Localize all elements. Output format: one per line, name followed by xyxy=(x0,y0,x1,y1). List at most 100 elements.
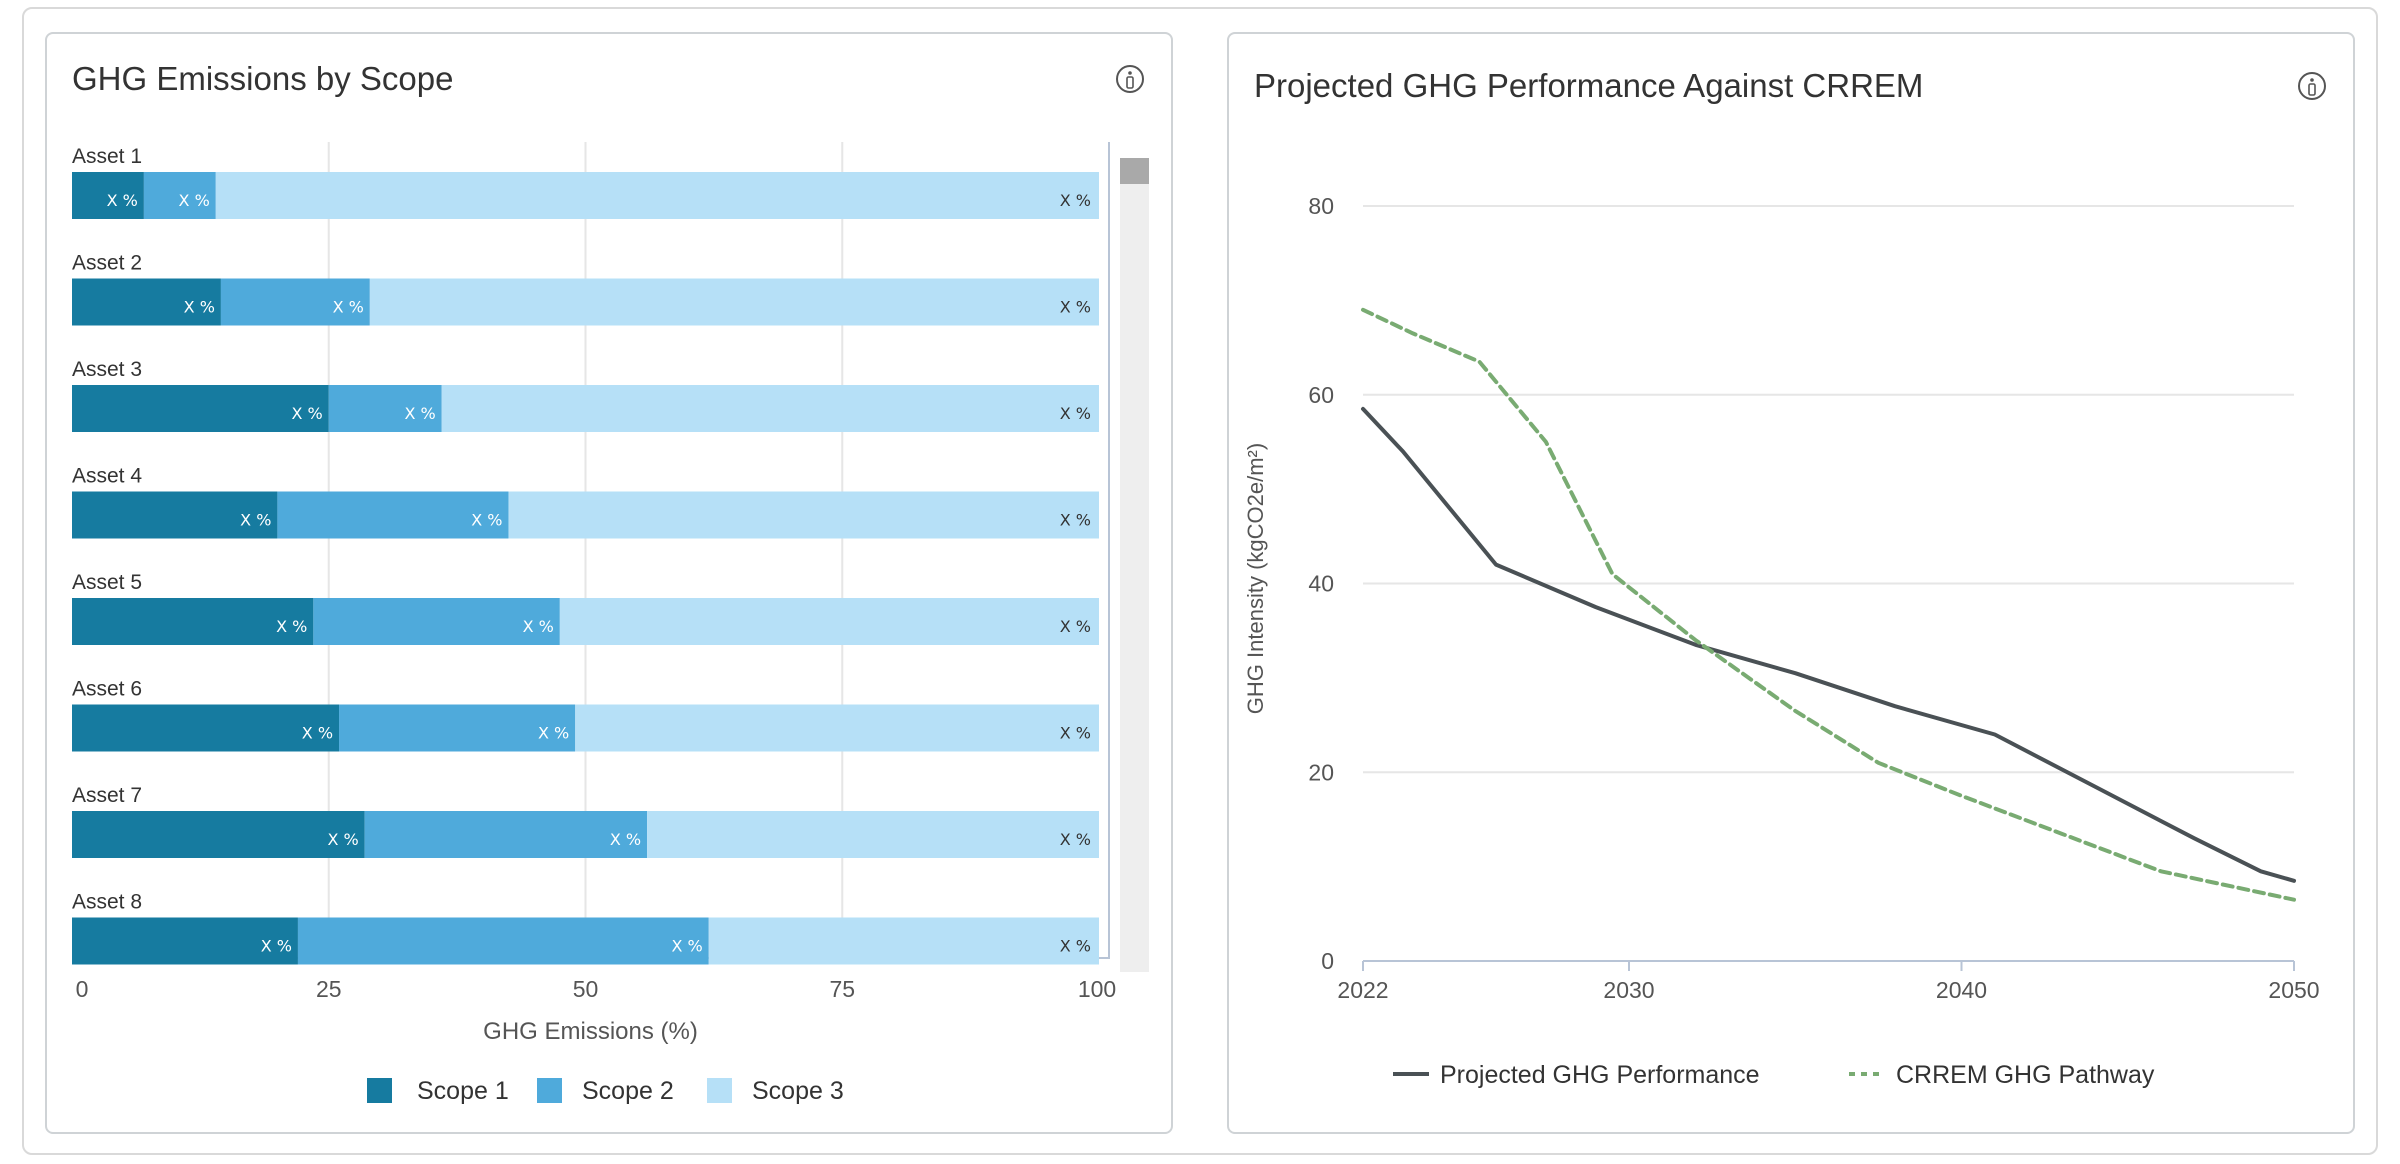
crrem-projection-card: Projected GHG Performance Against CRREM 0… xyxy=(1227,32,2355,1134)
y-tick-label: 80 xyxy=(1308,193,1334,219)
bar-segment-scope-2[interactable] xyxy=(313,598,560,645)
bar-data-label: X % xyxy=(327,830,358,849)
x-tick-label: 25 xyxy=(316,976,342,1002)
bar-segment-scope-3[interactable] xyxy=(559,598,1099,645)
asset-label: Asset 4 xyxy=(72,465,142,488)
x-tick-label: 2022 xyxy=(1337,977,1388,1003)
bar-data-label: X % xyxy=(404,404,435,423)
legend-item[interactable]: Scope 2 xyxy=(537,1077,674,1105)
bar-data-label: X % xyxy=(523,617,554,636)
asset-label: Asset 8 xyxy=(72,891,142,914)
bar-segment-scope-1[interactable] xyxy=(72,917,298,965)
y-tick-label: 0 xyxy=(1321,948,1334,974)
scrollbar-thumb[interactable] xyxy=(1120,158,1149,184)
legend-label[interactable]: Scope 3 xyxy=(752,1077,844,1105)
x-axis-title: GHG Emissions (%) xyxy=(483,1018,698,1045)
legend-item[interactable]: CRREM GHG Pathway xyxy=(1849,1061,2155,1089)
bar-segment-scope-1[interactable] xyxy=(72,385,329,432)
bar-data-label: X % xyxy=(610,830,641,849)
x-tick-label: 50 xyxy=(573,976,599,1002)
bar-segment-scope-3[interactable] xyxy=(575,704,1099,752)
bar-segment-scope-2[interactable] xyxy=(143,172,216,219)
legend-swatch[interactable] xyxy=(707,1078,732,1103)
chart-title: GHG Emissions by Scope xyxy=(72,60,453,97)
bar-segment-scope-3[interactable] xyxy=(508,491,1100,539)
bar-segment-scope-1[interactable] xyxy=(72,704,340,752)
chart-title: Projected GHG Performance Against CRREM xyxy=(1254,67,1923,104)
bar-segment-scope-1[interactable] xyxy=(72,491,278,539)
info-icon-stem[interactable] xyxy=(2308,83,2316,96)
y-tick-label: 40 xyxy=(1308,571,1334,597)
info-icon-ring[interactable] xyxy=(2298,72,2326,100)
bar-data-label: X % xyxy=(261,937,292,956)
crrem-projection-chart: Projected GHG Performance Against CRREM 0… xyxy=(1243,67,2326,1089)
info-icon-stem[interactable] xyxy=(1126,76,1134,89)
bar-segment-scope-3[interactable] xyxy=(369,278,1100,326)
legend-item[interactable]: Projected GHG Performance xyxy=(1393,1061,1760,1089)
y-tick-label: 60 xyxy=(1308,382,1334,408)
info-icon-dot[interactable] xyxy=(2310,78,2314,82)
bar-segment-scope-3[interactable] xyxy=(441,385,1100,432)
legend-swatch[interactable] xyxy=(367,1078,392,1103)
legend-swatch[interactable] xyxy=(537,1078,562,1103)
bar-segment-scope-2[interactable] xyxy=(220,278,370,326)
bar-data-label: X % xyxy=(1060,830,1091,849)
series-line-crrem[interactable] xyxy=(1361,307,2296,902)
bar-segment-scope-1[interactable] xyxy=(72,278,221,326)
info-icon-ring[interactable] xyxy=(1116,65,1144,93)
bar-data-label: X % xyxy=(1060,937,1091,956)
bar-data-label: X % xyxy=(276,617,307,636)
legend-item[interactable]: Scope 1 xyxy=(367,1077,509,1105)
asset-label: Asset 5 xyxy=(72,571,142,594)
x-tick-label: 2050 xyxy=(2268,977,2319,1003)
asset-row: Asset 6 X % X % X % xyxy=(72,678,1099,752)
bar-data-label: X % xyxy=(292,404,323,423)
bar-segment-scope-2[interactable] xyxy=(328,385,442,432)
bar-data-label: X % xyxy=(240,511,271,530)
bar-data-label: X % xyxy=(184,298,215,317)
dashboard-frame xyxy=(22,7,2378,1155)
bar-segment-scope-2[interactable] xyxy=(364,811,648,858)
legend-label[interactable]: Projected GHG Performance xyxy=(1440,1061,1760,1089)
y-axis-title: GHG Intensity (kgCO2e/m²) xyxy=(1243,443,1268,714)
info-icon[interactable] xyxy=(2298,72,2326,100)
legend-label[interactable]: Scope 2 xyxy=(582,1077,674,1105)
bar-segment-scope-1[interactable] xyxy=(72,811,365,858)
bar-data-label: X % xyxy=(1060,404,1091,423)
info-icon[interactable] xyxy=(1116,65,1144,93)
bar-data-label: X % xyxy=(179,191,210,210)
legend-label[interactable]: Scope 1 xyxy=(417,1077,509,1105)
bar-segment-scope-2[interactable] xyxy=(339,704,576,752)
bar-data-label: X % xyxy=(302,724,333,743)
asset-row: Asset 3 X % X % X % xyxy=(72,358,1100,432)
scrollbar-track[interactable] xyxy=(1120,158,1149,972)
bar-data-label: X % xyxy=(1060,191,1091,210)
bar-data-label: X % xyxy=(538,724,569,743)
series-line-projected[interactable] xyxy=(1361,406,2296,883)
asset-row: Asset 4 X % X % X % xyxy=(72,465,1100,539)
bar-data-label: X % xyxy=(1060,298,1091,317)
bar-segment-scope-1[interactable] xyxy=(72,598,314,645)
bar-segment-scope-2[interactable] xyxy=(297,917,709,965)
bar-data-label: X % xyxy=(107,191,138,210)
asset-row: Asset 8 X % X % X % xyxy=(72,891,1099,965)
asset-row: Asset 1 X % X % X % xyxy=(72,145,1099,219)
bar-segment-scope-3[interactable] xyxy=(215,172,1099,219)
asset-row: Asset 7 X % X % X % xyxy=(72,784,1099,858)
bar-segment-scope-1[interactable] xyxy=(72,172,144,219)
legend-label[interactable]: CRREM GHG Pathway xyxy=(1896,1061,2155,1089)
legend-item[interactable]: Scope 3 xyxy=(707,1077,844,1105)
x-tick-label: 75 xyxy=(829,976,855,1002)
asset-row: Asset 5 X % X % X % xyxy=(72,571,1099,645)
x-tick-label: 2040 xyxy=(1936,977,1987,1003)
bar-segment-scope-2[interactable] xyxy=(277,491,509,539)
y-tick-label: 20 xyxy=(1308,759,1334,785)
legend: Scope 1 Scope 2 Scope 3 xyxy=(367,1077,844,1105)
info-icon-dot[interactable] xyxy=(1128,71,1132,75)
asset-label: Asset 1 xyxy=(72,145,142,168)
bar-segment-scope-3[interactable] xyxy=(708,917,1099,965)
x-tick-label: 2030 xyxy=(1603,977,1654,1003)
bar-segment-scope-3[interactable] xyxy=(647,811,1099,858)
legend: Projected GHG Performance CRREM GHG Pathw… xyxy=(1393,1061,2155,1089)
